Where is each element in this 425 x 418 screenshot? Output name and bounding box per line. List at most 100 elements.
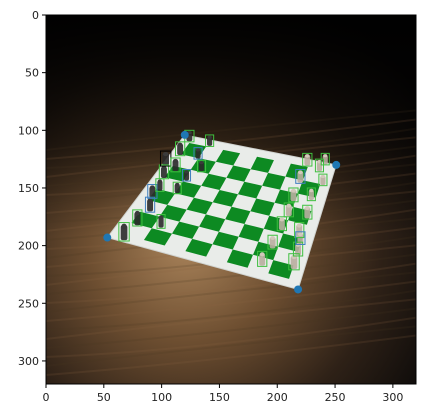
chess-piece-head [286, 203, 292, 208]
wood-grain-line [46, 271, 416, 313]
detection-box [144, 196, 156, 213]
chess-piece-head [323, 154, 328, 158]
y-tick-label: 0 [32, 9, 39, 22]
y-tick-label: 250 [18, 297, 39, 310]
dark-square [201, 173, 227, 190]
chess-piece-head [259, 252, 265, 257]
chess-piece-head [147, 198, 153, 203]
chess-piece-head [291, 254, 297, 260]
wood-grain-line [46, 298, 416, 340]
chess-piece [147, 199, 154, 212]
dark-square [238, 223, 264, 242]
detection-box [288, 253, 300, 271]
chess-piece-head [199, 160, 204, 165]
corner-markers [103, 130, 341, 294]
chess-piece-head [297, 232, 303, 237]
detection-box [302, 204, 313, 220]
dark-square [250, 198, 275, 216]
chess-piece [290, 190, 297, 202]
chess-piece [177, 143, 184, 155]
chess-piece [134, 212, 141, 226]
chess-piece [207, 136, 213, 146]
dark-square [297, 180, 321, 198]
chess-piece-head [320, 174, 326, 179]
chess-piece [157, 180, 163, 191]
detection-box [175, 141, 186, 157]
chess-pieces [120, 131, 328, 270]
dark-square [143, 228, 172, 246]
dark-square [262, 172, 286, 190]
y-tick-label: 200 [18, 240, 39, 253]
y-axis-ticks: 0 50 100 150 200 250 300 [18, 9, 46, 368]
detection-box [276, 216, 287, 232]
chess-piece [174, 183, 180, 194]
detection-box [172, 181, 182, 195]
wood-grain-line [46, 262, 416, 304]
dark-square [215, 149, 241, 166]
detection-box [294, 222, 305, 239]
wood-grain-line [46, 334, 416, 376]
chess-piece-head [270, 236, 276, 240]
detection-box [132, 209, 143, 227]
chess-piece-head [317, 159, 322, 164]
chess-piece-head [304, 206, 310, 210]
photo [46, 15, 416, 384]
detection-box [295, 231, 306, 245]
chess-piece [320, 175, 326, 186]
wood-grain-line [46, 316, 416, 358]
x-tick-label: 300 [382, 391, 403, 404]
corner-marker [103, 233, 112, 242]
x-axis-ticks: 0 50 100 150 200 250 300 [43, 384, 403, 404]
detection-box [156, 213, 166, 229]
chess-piece [295, 244, 302, 256]
x-tick-label: 200 [267, 391, 288, 404]
chess-piece-head [279, 217, 285, 222]
chess-piece-head [134, 210, 140, 216]
chess-piece-head [291, 188, 296, 193]
chess-piece [172, 160, 179, 172]
wood-grain-line [46, 109, 416, 151]
y-tick-label: 100 [18, 124, 39, 137]
dark-square [159, 204, 187, 222]
dark-square [226, 249, 254, 268]
y-tick-label: 50 [25, 67, 39, 80]
chess-piece [160, 166, 167, 179]
chess-piece [198, 162, 205, 172]
detection-box [295, 169, 306, 184]
x-tick-label: 250 [325, 391, 346, 404]
dark-square [226, 165, 251, 182]
wood-grain-line [46, 280, 416, 322]
chess-piece-head [161, 165, 167, 170]
chess-piece [297, 171, 304, 183]
chess-piece-head [304, 154, 310, 158]
detection-box [181, 169, 192, 182]
chess-piece-head [162, 151, 169, 157]
corner-marker [180, 130, 189, 139]
dark-square [186, 197, 213, 215]
wood-grain-line [46, 253, 416, 295]
detection-box [193, 147, 203, 160]
wood-grain-line [46, 307, 416, 349]
chess-piece-head [175, 182, 180, 187]
chess-piece [183, 171, 190, 181]
chess-piece-head [173, 158, 178, 163]
corner-marker [294, 285, 303, 294]
chess-piece [304, 155, 311, 166]
chess-piece [120, 225, 128, 241]
detection-box [318, 173, 328, 187]
detection-box [158, 164, 170, 180]
detection-boxes [118, 129, 330, 271]
chess-piece [297, 233, 304, 244]
chess-piece-head [184, 170, 189, 174]
chess-piece-head [309, 188, 314, 193]
dark-square [225, 206, 251, 224]
chess-piece [149, 186, 156, 198]
chess-piece-head [149, 185, 155, 190]
chess-piece [278, 218, 285, 230]
wood-grain-line [46, 325, 416, 367]
chess-piece [162, 153, 170, 166]
corner-marker [332, 160, 341, 169]
chess-piece-head [296, 223, 302, 228]
chess-piece-head [207, 135, 212, 139]
detection-box [283, 202, 294, 218]
